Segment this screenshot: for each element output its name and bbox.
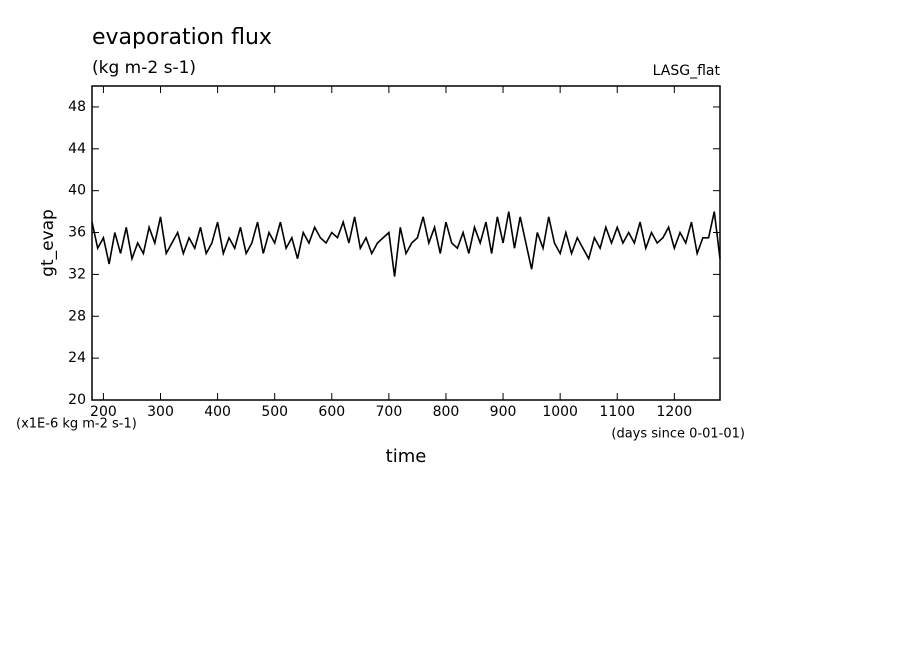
y-axis-label: gt_evap (38, 209, 58, 277)
x-tick-label: 800 (433, 404, 460, 420)
chart-title: evaporation flux (92, 25, 272, 50)
x-tick-label: 1200 (657, 404, 693, 420)
y-tick-label: 32 (68, 266, 86, 282)
chart-subtitle: (kg m-2 s-1) (92, 58, 196, 78)
x-axis-label: time (386, 446, 427, 467)
annotation: LASG_flat (653, 63, 721, 79)
y-units: (x1E-6 kg m-2 s-1) (16, 417, 137, 432)
x-tick-label: 900 (490, 404, 517, 420)
x-tick-label: 700 (376, 404, 403, 420)
data-line (91, 211, 721, 277)
x-tick-label: 400 (204, 404, 231, 420)
x-tick-label: 500 (261, 404, 288, 420)
y-tick-label: 36 (68, 225, 86, 241)
y-tick-label: 20 (68, 392, 86, 408)
y-tick-label: 40 (68, 183, 86, 199)
x-tick-label: 600 (318, 404, 345, 420)
x-tick-label: 300 (147, 404, 174, 420)
y-tick-label: 44 (68, 141, 86, 157)
y-tick-label: 48 (68, 99, 86, 115)
x-tick-label: 200 (90, 404, 117, 420)
x-units: (days since 0-01-01) (611, 427, 745, 442)
y-tick-label: 24 (68, 350, 86, 366)
plot-frame (91, 85, 721, 401)
y-tick-label: 28 (68, 308, 86, 324)
x-tick-label: 1100 (599, 404, 635, 420)
x-tick-label: 1000 (542, 404, 578, 420)
